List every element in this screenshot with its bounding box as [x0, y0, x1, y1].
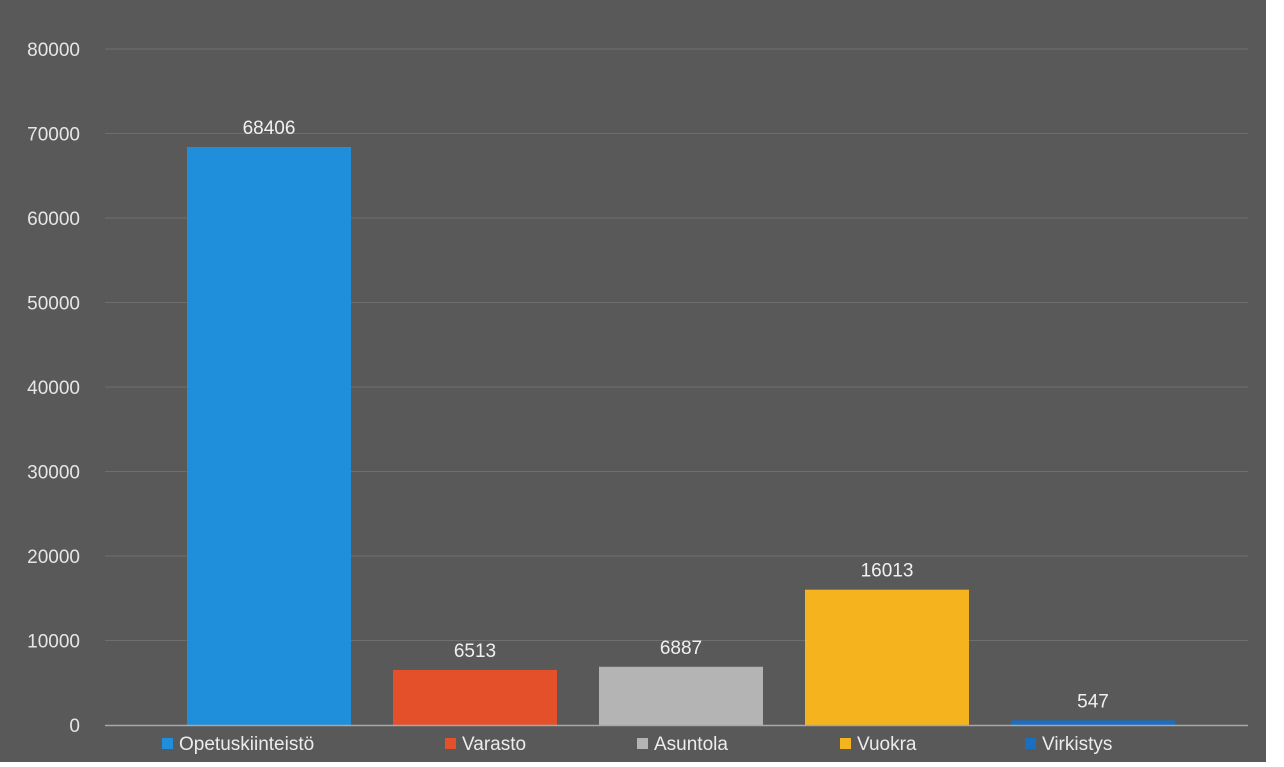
data-label: 16013 — [861, 561, 914, 582]
legend: Opetuskiinteistö Varasto Asuntola Vuokra Vir… — [162, 734, 1112, 755]
data-labels: 68406 6513 6887 16013 547 — [243, 118, 1109, 712]
y-tick-label: 30000 — [27, 463, 80, 484]
y-tick-label: 80000 — [27, 40, 80, 61]
data-label: 6887 — [660, 638, 702, 659]
legend-swatch — [162, 738, 173, 749]
legend-label: Asuntola — [654, 734, 728, 755]
legend-item-virkistys: Virkistys — [1025, 734, 1112, 755]
legend-item-varasto: Varasto — [445, 734, 526, 755]
legend-label: Opetuskiinteistö — [179, 734, 314, 755]
bar-virkistys — [1011, 720, 1175, 725]
bar-chart: 0 10000 20000 30000 40000 50000 60000 70000 8000… — [27, 40, 1248, 755]
bar-vuokra — [805, 589, 969, 725]
y-tick-label: 10000 — [27, 632, 80, 653]
y-tick-label: 20000 — [27, 547, 80, 568]
legend-swatch — [637, 738, 648, 749]
legend-item-opetuskiinteist-: Opetuskiinteistö — [162, 734, 314, 755]
legend-swatch — [445, 738, 456, 749]
y-tick-label: 70000 — [27, 125, 80, 146]
legend-swatch — [1025, 738, 1036, 749]
data-label: 547 — [1077, 691, 1109, 712]
y-tick-label: 0 — [69, 716, 80, 737]
bars — [187, 146, 1175, 725]
y-tick-label: 60000 — [27, 209, 80, 230]
legend-label: Varasto — [462, 734, 526, 755]
data-label: 68406 — [243, 118, 296, 139]
legend-item-vuokra: Vuokra — [840, 734, 917, 755]
y-tick-label: 40000 — [27, 378, 80, 399]
bar-opetuskiinteist- — [187, 146, 351, 725]
legend-label: Virkistys — [1042, 734, 1112, 755]
bar-varasto — [393, 669, 557, 725]
legend-swatch — [840, 738, 851, 749]
bar-asuntola — [599, 666, 763, 725]
y-axis-ticks: 0 10000 20000 30000 40000 50000 60000 70000 8000… — [27, 40, 80, 737]
y-tick-label: 50000 — [27, 294, 80, 315]
legend-item-asuntola: Asuntola — [637, 734, 728, 755]
legend-label: Vuokra — [857, 734, 917, 755]
chart-area: 0 10000 20000 30000 40000 50000 60000 70000 8000… — [0, 0, 1266, 762]
data-label: 6513 — [454, 641, 496, 662]
